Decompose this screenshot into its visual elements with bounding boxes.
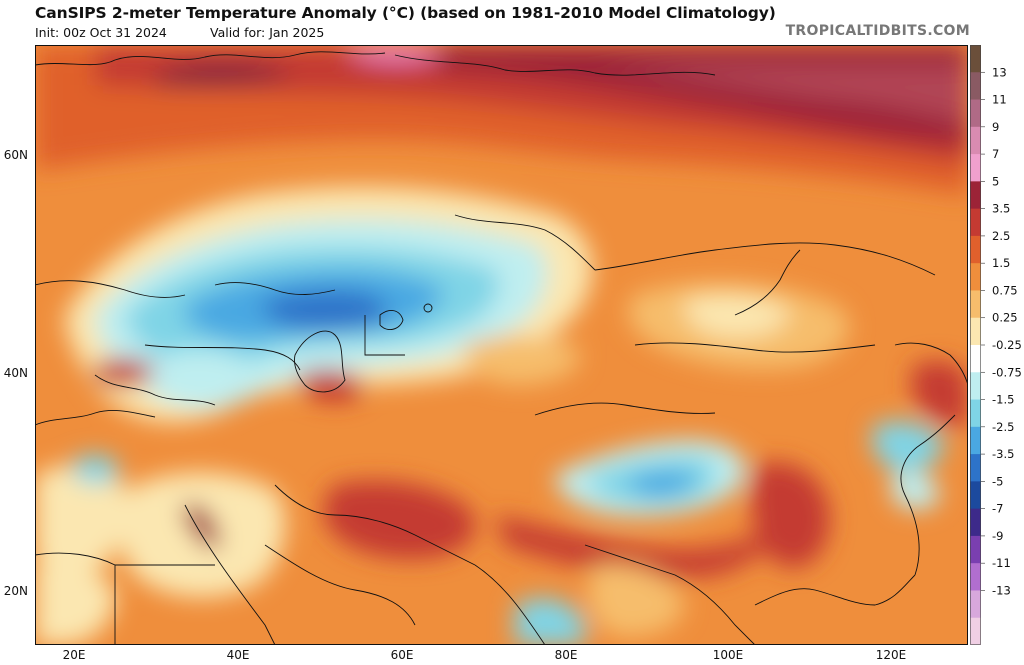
init-time: Init: 00z Oct 31 2024 [35, 25, 167, 40]
colorbar-swatch [970, 508, 981, 537]
colorbar-label: 7 [992, 147, 999, 161]
lon-label-20e: 20E [62, 648, 86, 662]
site-brand[interactable]: TROPICALTIDBITS.COM [785, 23, 970, 39]
colorbar-label: 2.5 [992, 229, 1010, 243]
colorbar-swatch [970, 563, 981, 591]
colorbar-swatch [970, 45, 981, 73]
colorbar-swatch [970, 235, 981, 264]
colorbar-label: -2.5 [992, 420, 1014, 434]
colorbar-swatch [970, 154, 981, 182]
colorbar-swatch [970, 126, 981, 155]
colorbar-swatch [970, 72, 981, 101]
colorbar-label: -7 [992, 502, 1003, 516]
colorbar-swatch [970, 590, 981, 619]
colorbar: 13 11 9 7 5 3.5 2.5 1.5 0.75 0.25 -0.25 -0.75 -1.5 -2… [970, 45, 1022, 645]
lat-label-20n: 20N [3, 584, 28, 598]
lon-label-80e: 80E [554, 648, 578, 662]
colorbar-swatch [970, 290, 981, 319]
colorbar-label: -3.5 [992, 447, 1014, 461]
lon-label-120e: 120E [875, 648, 907, 662]
colorbar-label: -1.5 [992, 393, 1014, 407]
colorbar-label: -13 [992, 583, 1011, 597]
colorbar-swatch [970, 535, 981, 564]
lon-label-100e: 100E [712, 648, 744, 662]
colorbar-label: 11 [992, 93, 1007, 107]
colorbar-frame [970, 45, 981, 645]
colorbar-label: 13 [992, 65, 1007, 79]
colorbar-swatch [970, 372, 981, 401]
colorbar-label: -9 [992, 529, 1003, 543]
lat-label-60n: 60N [3, 148, 28, 162]
colorbar-label: -0.75 [992, 365, 1022, 379]
colorbar-label: 5 [992, 174, 999, 188]
colorbar-swatch [970, 181, 981, 210]
coastlines [35, 51, 968, 645]
colorbar-label: -0.25 [992, 338, 1022, 352]
colorbar-label: -11 [992, 556, 1011, 570]
colorbar-label: 0.25 [992, 311, 1018, 325]
colorbar-swatch [970, 99, 981, 128]
colorbar-swatch [970, 617, 981, 645]
colorbar-label: 0.75 [992, 283, 1018, 297]
colorbar-label: 1.5 [992, 256, 1010, 270]
lon-label-60e: 60E [390, 648, 414, 662]
temperature-anomaly-map [35, 45, 968, 645]
chart-title: CanSIPS 2-meter Temperature Anomaly (°C)… [35, 4, 776, 22]
colorbar-swatch [970, 454, 981, 482]
colorbar-swatch [970, 426, 981, 455]
colorbar-swatch [970, 317, 981, 346]
colorbar-swatch [970, 399, 981, 428]
lat-label-40n: 40N [3, 366, 28, 380]
map-frame [35, 45, 968, 645]
anomaly-field [35, 45, 968, 645]
lon-label-40e: 40E [226, 648, 250, 662]
colorbar-swatch [970, 481, 981, 510]
valid-time: Valid for: Jan 2025 [210, 25, 325, 40]
colorbar-swatch [970, 263, 981, 291]
colorbar-swatch [970, 208, 981, 237]
colorbar-label: -5 [992, 474, 1003, 488]
colorbar-swatch [970, 345, 981, 373]
colorbar-label: 9 [992, 120, 999, 134]
colorbar-label: 3.5 [992, 202, 1010, 216]
